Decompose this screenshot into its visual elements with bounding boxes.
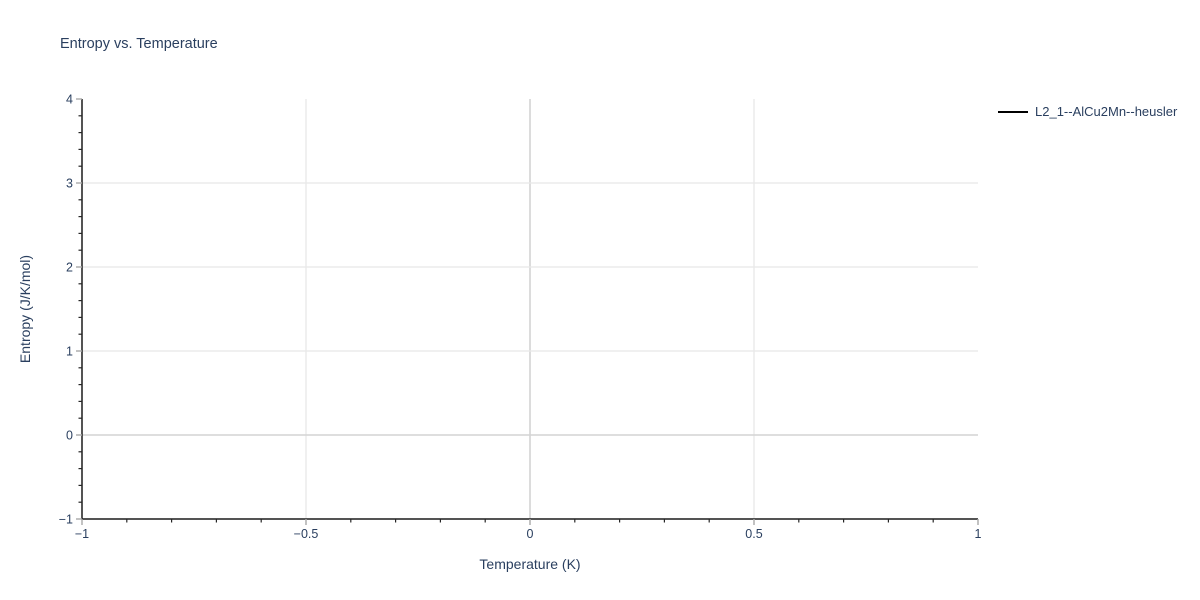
legend-series-label: L2_1--AlCu2Mn--heusler — [1035, 104, 1178, 119]
x-tick-label: 1 — [975, 527, 982, 541]
x-tick-label: 0.5 — [745, 527, 762, 541]
x-tick-label: −0.5 — [294, 527, 319, 541]
x-axis-title: Temperature (K) — [479, 556, 581, 572]
tick-labels: −1 −0.5 0 0.5 1 −1 0 1 2 3 4 — [59, 93, 982, 542]
y-tick-label: 1 — [66, 345, 73, 359]
legend: L2_1--AlCu2Mn--heusler — [998, 104, 1177, 119]
gridlines — [82, 99, 978, 519]
y-tick-label: 4 — [66, 93, 73, 107]
legend-item[interactable]: L2_1--AlCu2Mn--heusler — [998, 104, 1177, 119]
tick-marks — [76, 98, 979, 525]
y-tick-label: −1 — [59, 513, 73, 527]
x-tick-label: 0 — [527, 527, 534, 541]
chart-title: Entropy vs. Temperature — [60, 36, 218, 52]
y-tick-label: 2 — [66, 261, 73, 275]
y-tick-label: 0 — [66, 429, 73, 443]
legend-line-swatch — [998, 110, 1028, 113]
y-axis-title: Entropy (J/K/mol) — [17, 254, 33, 364]
x-tick-label: −1 — [75, 527, 89, 541]
y-tick-label: 3 — [66, 177, 73, 191]
